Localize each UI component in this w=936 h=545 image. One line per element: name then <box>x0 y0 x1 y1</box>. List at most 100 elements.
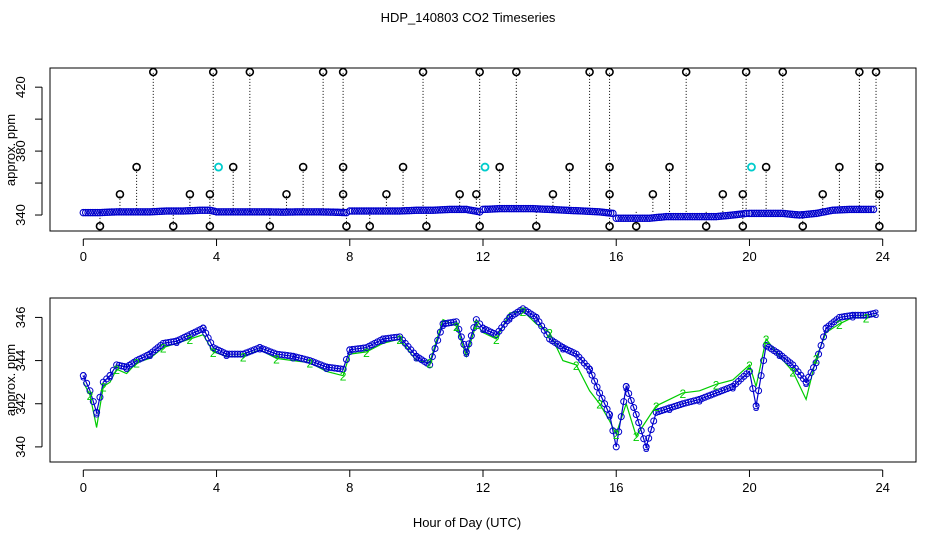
data-point <box>621 214 630 222</box>
point-label-2: 2 <box>426 357 433 371</box>
outlier-point <box>605 162 614 172</box>
x-axis-label: Hour of Day (UTC) <box>413 515 521 530</box>
data-point <box>514 204 523 213</box>
data-point <box>640 435 648 443</box>
outlier-point <box>265 221 275 231</box>
outlier-point <box>455 189 464 199</box>
data-point <box>120 208 128 216</box>
data-point <box>503 204 511 213</box>
data-point <box>724 211 732 220</box>
outlier-point <box>631 221 641 231</box>
point-label-3: 3 <box>666 402 673 416</box>
data-point <box>864 205 873 214</box>
data-point <box>625 389 633 397</box>
data-point <box>117 208 126 216</box>
data-point <box>488 205 497 213</box>
data-point <box>748 209 756 218</box>
outlier-point <box>875 221 884 231</box>
point-label-3: 3 <box>223 348 230 362</box>
x-tick-label: 20 <box>742 249 756 264</box>
y-tick-label: 346 <box>13 307 28 329</box>
data-point <box>234 208 242 216</box>
data-point <box>522 204 530 213</box>
data-point <box>422 206 430 214</box>
data-point <box>379 207 387 215</box>
data-point <box>103 208 111 217</box>
data-point <box>807 210 816 218</box>
data-point <box>265 208 273 216</box>
data-point <box>617 413 625 421</box>
data-point <box>491 205 499 213</box>
point-label-3: 3 <box>463 346 470 360</box>
data-point <box>457 333 465 341</box>
data-point <box>869 205 878 214</box>
data-point <box>771 209 780 218</box>
data-point <box>348 207 356 215</box>
point-label-2: 2 <box>653 400 660 414</box>
data-point <box>717 212 725 220</box>
data-point <box>136 208 145 216</box>
data-point <box>393 207 402 215</box>
data-point <box>795 211 804 219</box>
data-point <box>636 214 644 222</box>
data-point <box>246 208 254 216</box>
data-point <box>638 214 647 222</box>
data-point <box>462 348 470 356</box>
data-point <box>115 208 123 216</box>
outlier-point <box>472 189 481 199</box>
data-point <box>465 340 473 348</box>
data-point <box>664 212 673 221</box>
data-point <box>146 208 154 216</box>
point-label-3: 3 <box>323 361 330 375</box>
data-point <box>637 427 645 435</box>
data-point <box>836 206 844 214</box>
outlier-point <box>855 67 864 77</box>
data-point <box>536 205 544 213</box>
data-point <box>470 324 478 332</box>
data-point <box>484 205 492 213</box>
data-point <box>165 338 173 346</box>
point-label-3: 3 <box>623 380 630 394</box>
data-point <box>98 208 107 217</box>
data-point <box>831 206 839 214</box>
outlier-point <box>115 189 125 199</box>
data-point <box>89 208 97 217</box>
point-label-3: 3 <box>803 376 810 390</box>
data-point <box>260 208 268 216</box>
bottom-y-axis-label: approx. ppm <box>3 344 18 416</box>
data-point <box>867 205 875 214</box>
outlier-point <box>701 221 711 231</box>
data-point <box>407 206 416 215</box>
data-point <box>172 207 180 215</box>
data-point <box>742 209 750 218</box>
data-point <box>669 212 678 221</box>
point-label-3: 3 <box>147 348 154 362</box>
y-tick-label: 340 <box>13 204 28 226</box>
data-point <box>695 212 704 221</box>
data-point <box>428 353 436 361</box>
data-point <box>841 313 849 321</box>
data-point <box>342 356 350 363</box>
data-point <box>862 311 870 319</box>
data-point <box>105 208 114 216</box>
data-point <box>400 207 409 215</box>
data-point <box>255 208 264 216</box>
data-point <box>388 207 397 215</box>
outlier-point <box>318 67 328 77</box>
data-point <box>798 211 806 219</box>
data-point <box>467 332 475 340</box>
outlier-point <box>648 189 658 199</box>
y-tick-label: 342 <box>13 393 28 415</box>
data-point <box>700 212 709 221</box>
data-point <box>840 205 849 214</box>
data-point <box>545 205 554 214</box>
data-point <box>120 363 128 371</box>
top-y-axis: 340 380 420 <box>13 76 43 226</box>
point-label-2: 2 <box>100 380 107 394</box>
data-point <box>319 208 328 216</box>
data-point <box>612 214 620 222</box>
data-point <box>457 205 466 214</box>
data-point <box>231 208 240 216</box>
